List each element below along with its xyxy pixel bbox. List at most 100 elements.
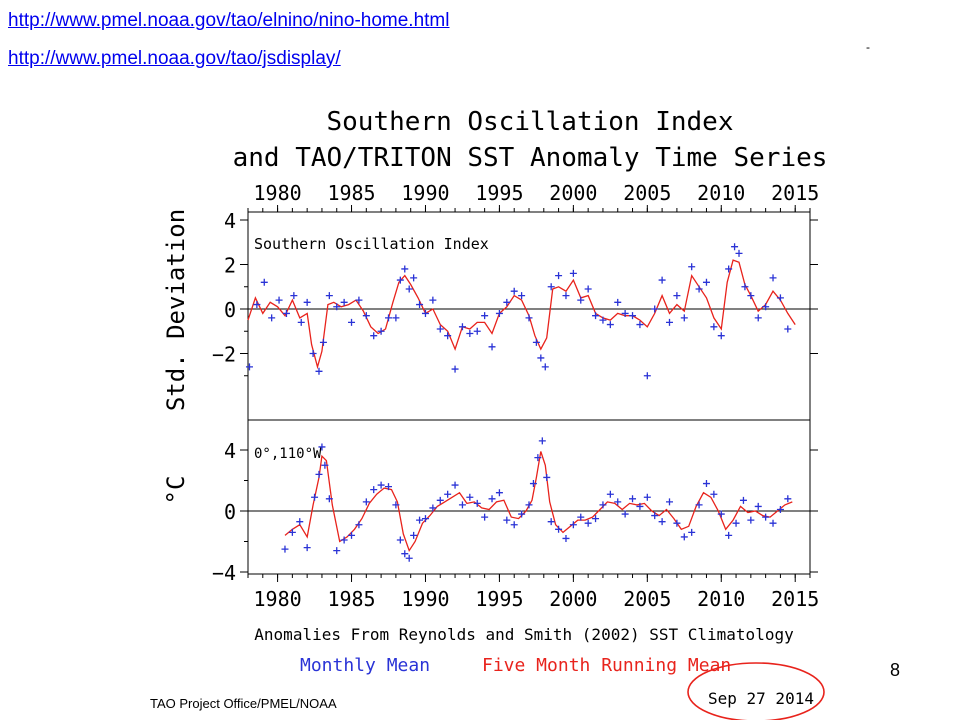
soi-monthly-point	[754, 314, 762, 322]
sst-monthly-point	[769, 519, 777, 527]
soi-monthly-point	[555, 272, 563, 280]
sst-monthly-point	[503, 516, 511, 524]
sst-monthly-point	[732, 519, 740, 527]
sst-monthly-point	[577, 513, 585, 521]
soi-monthly-point	[444, 332, 452, 340]
soi-monthly-point	[532, 338, 540, 346]
sst-monthly-point	[643, 493, 651, 501]
soi-monthly-point	[303, 298, 311, 306]
soi-monthly-point	[405, 285, 413, 293]
soi-monthly-point	[290, 292, 298, 300]
soi-monthly-point	[340, 298, 348, 306]
sst-monthly-point	[776, 505, 784, 513]
sst-monthly-point	[348, 531, 356, 539]
soi-monthly-point	[569, 269, 577, 277]
sst-monthly-point	[717, 510, 725, 518]
soi-monthly-point	[735, 249, 743, 257]
sst-monthly-point	[592, 515, 600, 523]
soi-monthly-point	[245, 363, 253, 371]
sst-monthly-point	[747, 516, 755, 524]
soi-monthly-point	[466, 329, 474, 337]
sst-monthly-point	[636, 502, 644, 510]
jsdisplay-link[interactable]: http://www.pmel.noaa.gov/tao/jsdisplay/	[8, 48, 341, 69]
sst-monthly-point	[529, 480, 537, 488]
sst-monthly-point	[543, 473, 551, 481]
soi-monthly-point	[355, 296, 363, 304]
sst-monthly-point	[321, 461, 329, 469]
soi-monthly-point	[776, 294, 784, 302]
sst-monthly-point	[385, 483, 392, 491]
sst-monthly-point	[710, 490, 718, 498]
sst-monthly-point	[311, 493, 319, 501]
sst-panel-frame	[247, 420, 811, 575]
top-x-tick-label: 2000	[549, 181, 597, 205]
sst-monthly-point	[458, 501, 466, 509]
soi-monthly-point	[658, 276, 666, 284]
soi-monthly-point	[488, 343, 496, 351]
sst-monthly-point	[370, 486, 378, 494]
soi-monthly-point	[577, 296, 585, 304]
top-x-tick-label: 1980	[253, 181, 301, 205]
soi-monthly-point	[362, 312, 370, 320]
sst-monthly-point	[296, 518, 304, 526]
sst-monthly-point	[702, 480, 710, 488]
soi-monthly-point	[562, 292, 570, 300]
soi-monthly-point	[495, 309, 503, 317]
sst-monthly-point	[495, 489, 503, 497]
soi-monthly-point	[370, 332, 378, 340]
soi-monthly-point	[636, 321, 644, 329]
soi-monthly-point	[547, 283, 555, 291]
soi-monthly-point	[710, 323, 718, 331]
soi-monthly-point	[458, 323, 466, 331]
sst-monthly-point	[355, 521, 363, 529]
soi-monthly-point	[333, 303, 341, 311]
sst-monthly-point	[666, 498, 673, 506]
bottom-x-tick-label: 1995	[475, 587, 523, 611]
sst-inner-label: 0°,110°W	[254, 446, 322, 462]
soi-monthly-point	[473, 327, 481, 335]
sst-monthly-point	[584, 519, 592, 527]
soi-monthly-point	[297, 318, 305, 326]
soi-monthly-point	[429, 296, 437, 304]
top-x-tick-label: 1990	[401, 181, 449, 205]
sst-monthly-point	[762, 513, 770, 521]
soi-monthly-point	[396, 276, 404, 284]
soi-monthly-point	[621, 309, 629, 317]
sst-monthly-point	[538, 437, 546, 445]
bottom-x-tick-label: 2010	[697, 587, 745, 611]
chart-xlabel: Anomalies From Reynolds and Smith (2002)…	[254, 625, 794, 644]
sst-monthly-point	[658, 518, 666, 526]
soi-running-mean-line	[247, 259, 796, 370]
top-x-tick-label: 2015	[771, 181, 819, 205]
soi-monthly-point	[666, 318, 673, 326]
soi-monthly-point	[741, 283, 749, 291]
sst-monthly-point	[377, 481, 385, 489]
soi-monthly-point	[784, 325, 792, 333]
sst-monthly-point	[534, 454, 542, 462]
soi-monthly-point	[268, 314, 276, 322]
soi-monthly-point	[385, 314, 392, 322]
soi-monthly-point	[525, 314, 533, 322]
soi-monthly-point	[747, 292, 755, 300]
nino-home-link[interactable]: http://www.pmel.noaa.gov/tao/elnino/nino…	[8, 10, 450, 31]
bottom-x-tick-label: 2000	[549, 587, 597, 611]
bottom-y-tick-label: 0	[224, 500, 236, 524]
soi-monthly-point	[717, 332, 725, 340]
soi-monthly-point	[348, 318, 356, 326]
soi-monthly-point	[319, 338, 327, 346]
soi-monthly-point	[253, 301, 261, 309]
date-highlight-circle	[687, 662, 825, 720]
sst-ylabel: °C	[162, 476, 190, 505]
soi-monthly-point	[510, 287, 518, 295]
soi-monthly-point	[592, 312, 600, 320]
sst-monthly-point	[562, 534, 570, 542]
dash-mark: -	[866, 40, 870, 54]
soi-monthly-point	[315, 367, 323, 375]
sst-monthly-point	[288, 528, 296, 536]
soi-monthly-point	[309, 350, 317, 357]
soi-monthly-point	[377, 327, 385, 335]
soi-monthly-point	[325, 292, 333, 300]
soi-monthly-point	[451, 365, 459, 373]
soi-monthly-point	[688, 263, 696, 271]
soi-monthly-point	[282, 309, 290, 317]
